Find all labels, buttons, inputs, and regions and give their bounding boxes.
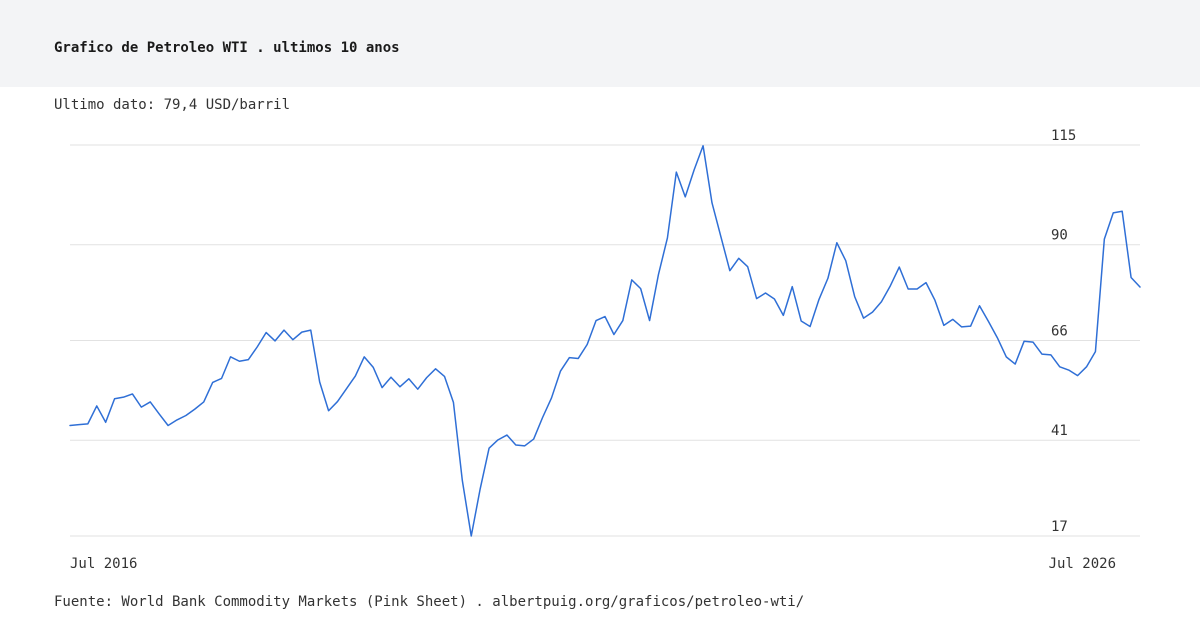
y-tick-label: 17	[1051, 519, 1068, 535]
y-tick-label: 66	[1051, 324, 1068, 340]
source-footer: Fuente: World Bank Commodity Markets (Pi…	[54, 594, 805, 610]
header-band	[0, 0, 1200, 87]
latest-value-subtitle: Ultimo dato: 79,4 USD/barril	[54, 97, 291, 113]
grid-lines	[70, 144, 1140, 537]
x-tick-label: Jul 2026	[1049, 556, 1116, 572]
x-tick-label: Jul 2016	[70, 556, 137, 572]
series-line	[69, 145, 1141, 537]
y-axis-ticks: 115 90 66 41 17	[1051, 128, 1076, 535]
y-tick-label: 115	[1051, 128, 1076, 144]
page-title: Grafico de Petroleo WTI . ultimos 10 ano…	[54, 40, 400, 56]
y-tick-label: 90	[1051, 228, 1068, 244]
x-axis-ticks: Jul 2016 Jul 2026	[70, 556, 1116, 572]
y-tick-label: 41	[1051, 423, 1068, 439]
